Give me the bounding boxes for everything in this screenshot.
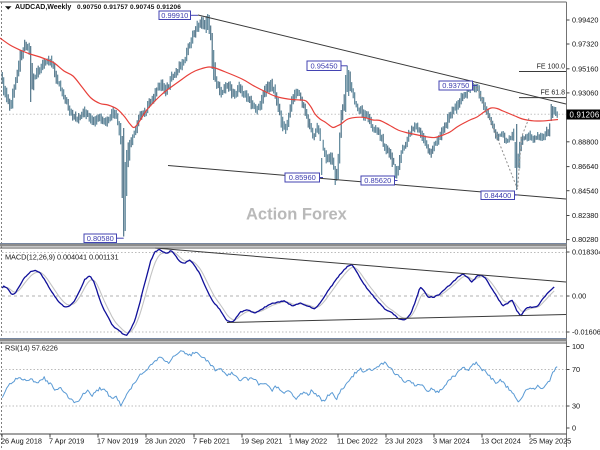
svg-text:0.99910: 0.99910 [161, 11, 188, 20]
svg-text:0.84400: 0.84400 [484, 191, 511, 200]
svg-text:25 May 2025: 25 May 2025 [529, 437, 571, 446]
svg-text:1 May 2022: 1 May 2022 [289, 437, 327, 446]
svg-text:0.85620: 0.85620 [364, 176, 391, 185]
svg-text:0.82380: 0.82380 [572, 211, 598, 220]
svg-text:0.95160: 0.95160 [572, 64, 598, 73]
svg-text:3 Mar 2024: 3 Mar 2024 [433, 437, 470, 446]
svg-text:RSI(14) 57.6226: RSI(14) 57.6226 [5, 344, 58, 353]
svg-text:11 Dec 2022: 11 Dec 2022 [337, 437, 378, 446]
svg-text:23 Jul 2023: 23 Jul 2023 [385, 437, 423, 446]
svg-text:0.99420: 0.99420 [572, 16, 598, 25]
svg-text:-0.016064: -0.016064 [572, 328, 600, 337]
svg-text:30: 30 [572, 402, 580, 411]
svg-text:Action Forex: Action Forex [246, 206, 348, 224]
svg-text:AUDCAD,Weekly: AUDCAD,Weekly [15, 4, 71, 11]
svg-text:0.97320: 0.97320 [572, 40, 598, 49]
svg-text:100: 100 [572, 342, 584, 351]
svg-text:7 Feb 2021: 7 Feb 2021 [193, 437, 230, 446]
svg-text:28 Jun 2020: 28 Jun 2020 [145, 437, 185, 446]
svg-text:0: 0 [572, 424, 576, 433]
svg-text:0.85960: 0.85960 [289, 173, 316, 182]
svg-text:70: 70 [572, 365, 580, 374]
svg-text:19 Sep 2021: 19 Sep 2021 [241, 437, 282, 446]
svg-text:0.93060: 0.93060 [572, 89, 598, 98]
svg-text:0.91206: 0.91206 [570, 110, 600, 119]
svg-text:0.018304: 0.018304 [572, 248, 600, 257]
svg-text:0.86640: 0.86640 [572, 162, 598, 171]
svg-text:17 Nov 2019: 17 Nov 2019 [97, 437, 138, 446]
svg-text:0.84540: 0.84540 [572, 186, 598, 195]
svg-text:7 Apr 2019: 7 Apr 2019 [49, 437, 84, 446]
svg-text:0.90750 0.91757 0.90745 0.9120: 0.90750 0.91757 0.90745 0.91206 [77, 4, 181, 11]
svg-text:0.93750: 0.93750 [442, 81, 469, 90]
svg-text:FE 61.8: FE 61.8 [540, 90, 565, 97]
svg-text:0.95450: 0.95450 [310, 61, 337, 70]
svg-text:26 Aug 2018: 26 Aug 2018 [1, 437, 42, 446]
svg-text:0.80580: 0.80580 [87, 234, 114, 243]
svg-text:0.00: 0.00 [572, 292, 586, 301]
svg-text:FE 100.0: FE 100.0 [537, 64, 566, 71]
svg-text:13 Oct 2024: 13 Oct 2024 [481, 437, 521, 446]
svg-text:0.80280: 0.80280 [572, 235, 598, 244]
svg-text:0.88800: 0.88800 [572, 137, 598, 146]
svg-text:MACD(12,26,9) 0.004041 0.00113: MACD(12,26,9) 0.004041 0.001131 [5, 253, 118, 262]
